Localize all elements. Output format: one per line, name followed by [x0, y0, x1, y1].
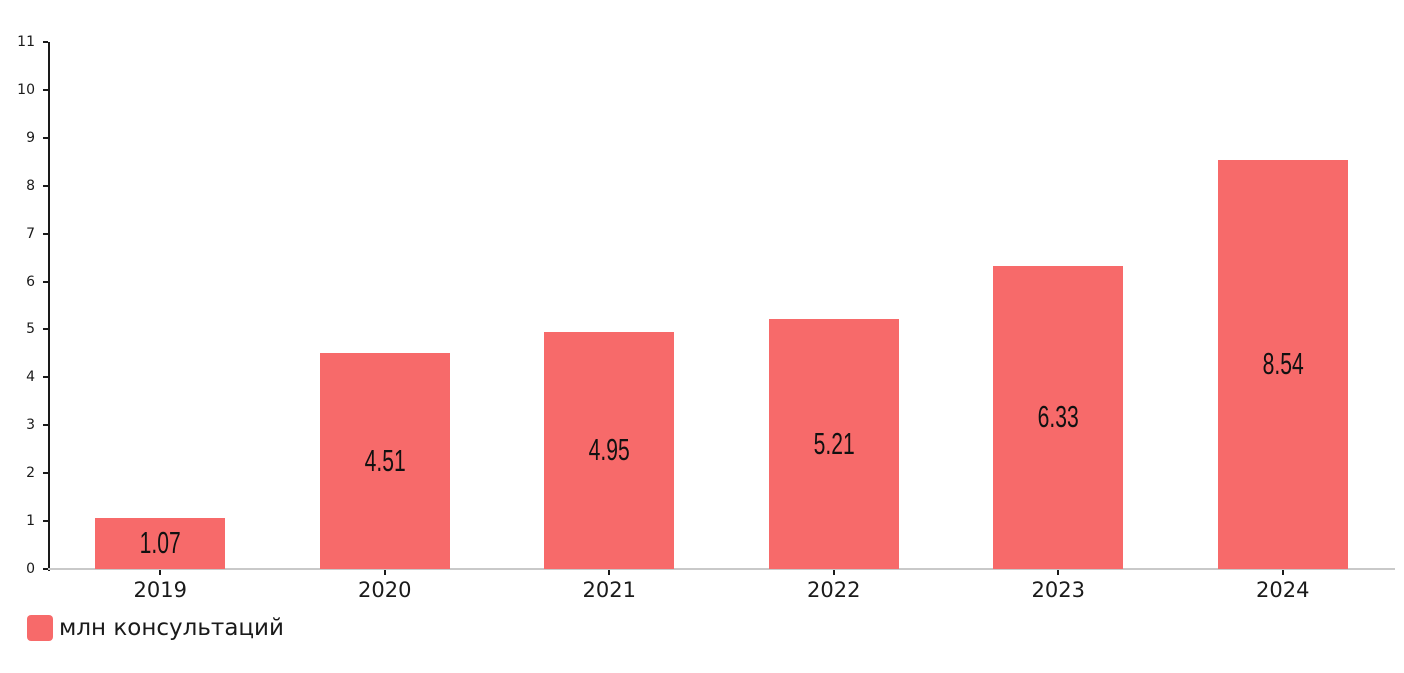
x-tick-label-2021: 2021 [582, 578, 636, 602]
x-tick [159, 570, 162, 575]
y-tick-label: 9 [26, 129, 35, 146]
y-tick [43, 136, 48, 139]
y-tick-label: 11 [17, 34, 35, 50]
y-tick [43, 520, 48, 523]
x-tick [608, 570, 611, 575]
x-axis-line [48, 568, 1395, 570]
bar-value-label: 1.07 [139, 525, 181, 561]
x-tick-label-2020: 2020 [358, 578, 412, 602]
x-tick-label-2022: 2022 [807, 578, 861, 602]
y-tick-label: 6 [26, 273, 35, 290]
y-tick [43, 232, 48, 235]
bar-value-label: 6.33 [1037, 399, 1079, 435]
y-tick-label: 4 [26, 369, 35, 386]
y-axis-line [48, 42, 50, 571]
y-tick [43, 568, 48, 570]
y-tick [43, 280, 48, 283]
bar-2019[interactable]: 1.07 [95, 517, 226, 569]
bar-value-label: 4.51 [364, 442, 406, 478]
x-tick-label-2019: 2019 [133, 578, 187, 602]
y-tick [43, 328, 48, 331]
bar-2022[interactable]: 5.21 [768, 319, 899, 569]
bar-2023[interactable]: 6.33 [993, 265, 1124, 569]
bar-value-label: 8.54 [1262, 346, 1304, 382]
x-tick [832, 570, 835, 575]
bar-value-label: 5.21 [813, 426, 855, 462]
x-tick [383, 570, 386, 575]
y-tick-label: 3 [26, 417, 35, 434]
x-tick [1281, 570, 1284, 575]
bar-2020[interactable]: 4.51 [319, 352, 450, 569]
bar-2024[interactable]: 8.54 [1217, 159, 1348, 569]
x-tick [1057, 570, 1060, 575]
y-tick [43, 41, 48, 43]
y-tick [43, 424, 48, 427]
y-tick-label: 10 [17, 81, 35, 98]
bar-2021[interactable]: 4.95 [544, 331, 675, 569]
x-tick-label-2023: 2023 [1031, 578, 1085, 602]
y-tick-label: 7 [26, 225, 35, 242]
legend-color-swatch-icon [27, 615, 53, 641]
bar-value-label: 4.95 [588, 432, 630, 468]
x-tick-label-2024: 2024 [1256, 578, 1310, 602]
y-tick [43, 184, 48, 187]
legend[interactable]: млн консультаций [27, 615, 284, 641]
legend-label: млн консультаций [59, 615, 284, 641]
y-tick [43, 472, 48, 475]
y-tick-label: 8 [26, 177, 35, 194]
y-tick-label: 2 [26, 465, 35, 482]
y-tick-label: 1 [26, 513, 35, 530]
y-tick [43, 376, 48, 379]
y-tick-label: 0 [26, 561, 35, 577]
y-tick-label: 5 [26, 321, 35, 338]
y-tick [43, 88, 48, 91]
